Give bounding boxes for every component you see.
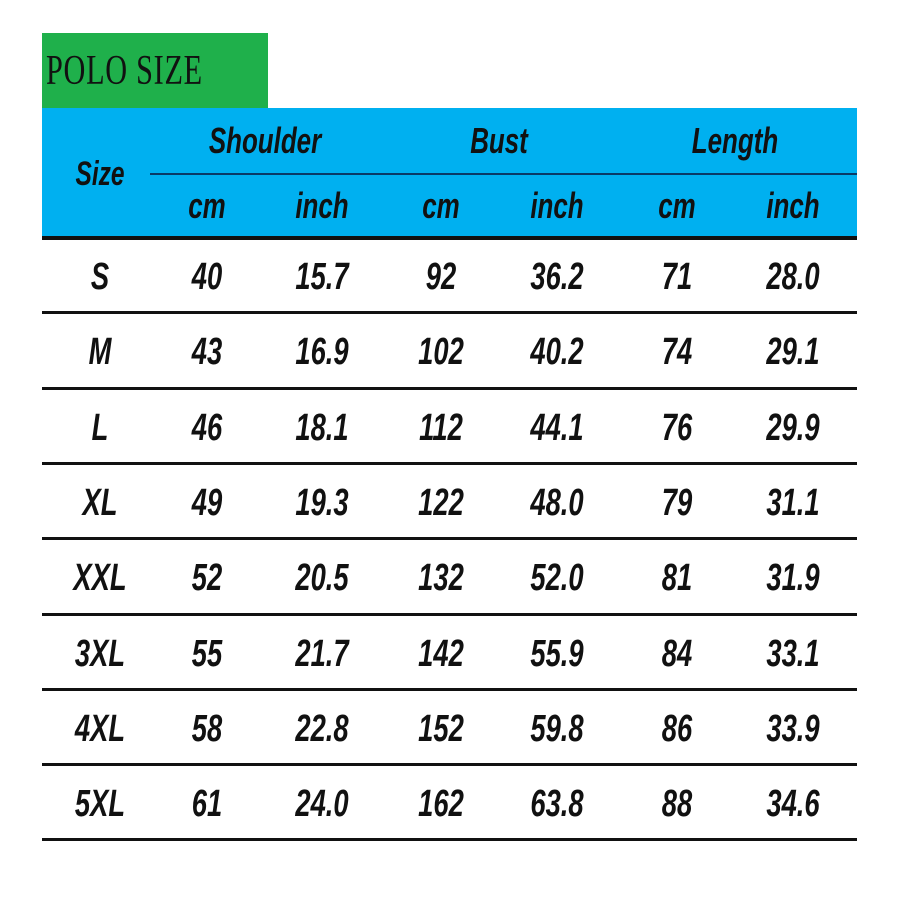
table-cell: 48.0 — [530, 481, 584, 524]
table-cell: 33.1 — [766, 632, 820, 675]
table-cell: 142 — [418, 632, 464, 675]
table-cell: 92 — [425, 256, 457, 298]
table-cell: 16.9 — [295, 331, 349, 374]
size-label: 3XL — [74, 632, 126, 675]
header-divider — [150, 173, 857, 175]
size-label: XXL — [73, 557, 127, 600]
table-cell: 59.8 — [530, 707, 584, 750]
row-divider — [42, 461, 857, 465]
row-divider — [42, 763, 857, 767]
table-cell: 33.9 — [766, 707, 820, 750]
table-cell: 58 — [191, 707, 223, 750]
table-cell: 71 — [661, 256, 693, 298]
row-divider — [42, 838, 857, 842]
table-cell: 63.8 — [530, 783, 584, 826]
table-cell: 132 — [418, 557, 464, 600]
unit-header: inch — [530, 185, 584, 226]
table-cell: 81 — [661, 557, 693, 600]
table-cell: 46 — [191, 406, 223, 449]
table-cell: 34.6 — [766, 783, 820, 826]
row-divider — [42, 386, 857, 390]
table-cell: 29.1 — [766, 331, 820, 374]
table-cell: 86 — [661, 707, 693, 750]
table-cell: 55 — [191, 632, 223, 675]
title-banner: POLO SIZE — [42, 33, 268, 108]
table-cell: 84 — [661, 632, 693, 675]
table-cell: 31.1 — [766, 481, 820, 524]
table-cell: 29.9 — [766, 406, 820, 449]
title-text: POLO SIZE — [46, 48, 203, 94]
table-cell: 15.7 — [295, 256, 349, 298]
table-cell: 102 — [418, 331, 464, 374]
table-cell: 44.1 — [530, 406, 584, 449]
table-cell: 36.2 — [530, 256, 584, 298]
table-cell: 52.0 — [530, 557, 584, 600]
table-cell: 40.2 — [530, 331, 584, 374]
size-label: S — [90, 256, 110, 298]
header-rule — [42, 236, 857, 240]
unit-header: inch — [295, 185, 349, 226]
table-cell: 162 — [418, 783, 464, 826]
size-label: 5XL — [74, 783, 126, 826]
table-cell: 40 — [191, 256, 223, 298]
table-cell: 21.7 — [295, 632, 349, 675]
table-cell: 88 — [661, 783, 693, 826]
unit-header: inch — [766, 185, 820, 226]
group-header: Length — [691, 120, 779, 161]
table-cell: 52 — [191, 557, 223, 600]
table-cell: 49 — [191, 481, 223, 524]
table-cell: 152 — [418, 707, 464, 750]
size-label: L — [91, 406, 109, 449]
table-cell: 43 — [191, 331, 223, 374]
table-cell: 112 — [419, 406, 463, 449]
group-header: Shoulder — [208, 120, 321, 161]
table-cell: 122 — [418, 481, 464, 524]
table-cell: 74 — [661, 331, 693, 374]
row-divider — [42, 311, 857, 315]
unit-header: cm — [188, 185, 226, 226]
table-cell: 22.8 — [295, 707, 349, 750]
table-cell: 24.0 — [295, 783, 349, 826]
group-header: Bust — [470, 120, 528, 161]
table-cell: 18.1 — [295, 406, 349, 449]
unit-header: cm — [658, 185, 696, 226]
size-header: Size — [75, 155, 125, 193]
table-cell: 79 — [661, 481, 693, 524]
row-divider — [42, 612, 857, 616]
row-divider — [42, 687, 857, 691]
table-cell: 76 — [661, 406, 693, 449]
table-cell: 19.3 — [295, 481, 349, 524]
table-cell: 31.9 — [766, 557, 820, 600]
size-label: M — [88, 331, 112, 374]
size-label: XL — [82, 481, 118, 524]
table-cell: 55.9 — [530, 632, 584, 675]
unit-header: cm — [422, 185, 460, 226]
table-header — [42, 108, 857, 238]
table-cell: 20.5 — [295, 557, 349, 600]
table-cell: 61 — [191, 783, 223, 826]
row-divider — [42, 537, 857, 541]
table-cell: 28.0 — [766, 256, 820, 298]
size-label: 4XL — [74, 707, 126, 750]
